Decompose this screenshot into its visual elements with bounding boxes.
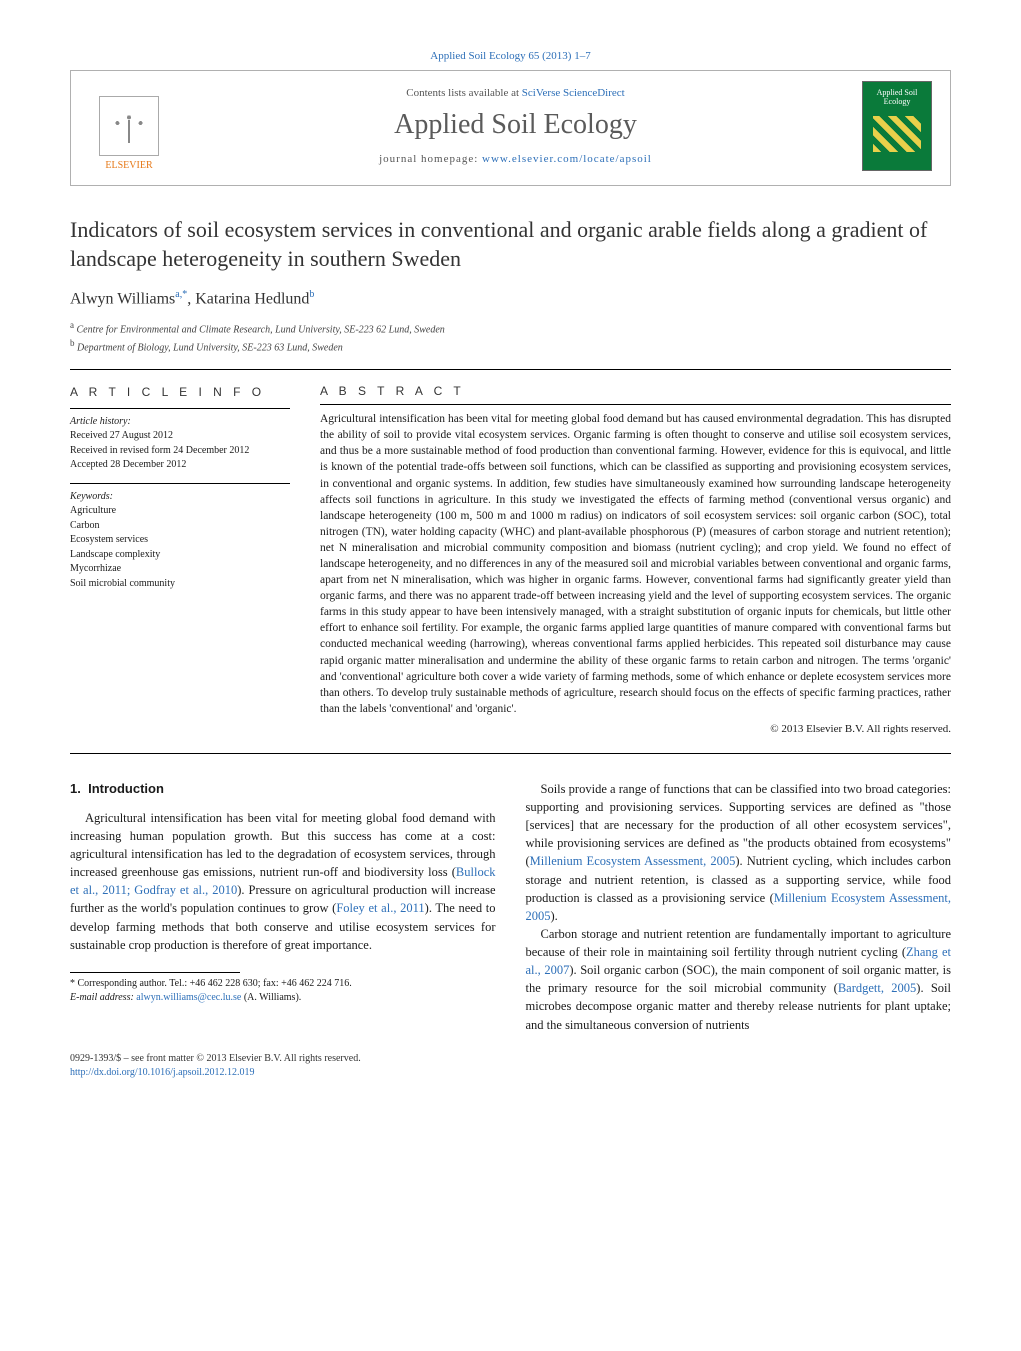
info-subrule-1	[70, 408, 290, 409]
p2-c: ).	[551, 909, 558, 923]
keyword: Agriculture	[70, 504, 290, 519]
keywords-list: Agriculture Carbon Ecosystem services La…	[70, 504, 290, 591]
rule-bottom	[70, 753, 951, 754]
affil-b: Department of Biology, Lund University, …	[77, 342, 343, 353]
info-subrule-2	[70, 483, 290, 484]
email-suffix: (A. Williams).	[241, 992, 301, 1003]
email-label: E-mail address:	[70, 992, 134, 1003]
homepage-link[interactable]: www.elsevier.com/locate/apsoil	[482, 153, 652, 165]
citation-link[interactable]: Millenium Ecosystem Assessment, 2005	[530, 854, 736, 868]
body-columns: 1. Introduction Agricultural intensifica…	[70, 780, 951, 1034]
citation-link[interactable]: Bardgett, 2005	[838, 981, 916, 995]
page: Applied Soil Ecology 65 (2013) 1–7 ELSEV…	[0, 0, 1021, 1120]
cover-text: Applied Soil Ecology	[877, 88, 918, 106]
author-1: Alwyn Williams	[70, 291, 175, 308]
citation-link[interactable]: Foley et al., 2011	[336, 901, 424, 915]
keyword: Carbon	[70, 519, 290, 534]
journal-cover-thumb: Applied Soil Ecology	[862, 81, 932, 171]
authors: Alwyn Williamsa,*, Katarina Hedlundb	[70, 289, 951, 308]
doi-link[interactable]: http://dx.doi.org/10.1016/j.apsoil.2012.…	[70, 1067, 255, 1078]
section-title: Introduction	[88, 781, 164, 796]
corr-author: * Corresponding author. Tel.: +46 462 22…	[70, 977, 496, 991]
email-link[interactable]: alwyn.williams@cec.lu.se	[136, 992, 241, 1003]
info-heading: A R T I C L E I N F O	[70, 384, 290, 401]
abstract: A B S T R A C T Agricultural intensifica…	[320, 374, 951, 735]
p1-a: Agricultural intensification has been vi…	[70, 811, 496, 879]
affiliations: a Centre for Environmental and Climate R…	[70, 319, 951, 356]
homepage-prefix: journal homepage:	[379, 153, 482, 165]
abstract-copyright: © 2013 Elsevier B.V. All rights reserved…	[320, 723, 951, 735]
author-2: Katarina Hedlund	[195, 291, 309, 308]
keyword: Ecosystem services	[70, 533, 290, 548]
keywords-label: Keywords:	[70, 490, 290, 505]
article-info: A R T I C L E I N F O Article history: R…	[70, 374, 290, 735]
history-revised: Received in revised form 24 December 201…	[70, 444, 290, 459]
footnote-block: * Corresponding author. Tel.: +46 462 22…	[70, 972, 496, 1005]
rule-top	[70, 369, 951, 370]
publisher-logo: ELSEVIER	[89, 81, 169, 171]
history-accepted: Accepted 28 December 2012	[70, 458, 290, 473]
abstract-heading: A B S T R A C T	[320, 384, 951, 398]
paragraph-3: Carbon storage and nutrient retention ar…	[526, 925, 952, 1034]
history-received: Received 27 August 2012	[70, 429, 290, 444]
section-num: 1.	[70, 781, 81, 796]
section-heading: 1. Introduction	[70, 780, 496, 799]
page-footer: 0929-1393/$ – see front matter © 2013 El…	[70, 1052, 951, 1080]
citation-line: Applied Soil Ecology 65 (2013) 1–7	[70, 50, 951, 62]
history-label: Article history:	[70, 415, 290, 430]
abstract-text: Agricultural intensification has been vi…	[320, 411, 951, 717]
keyword: Landscape complexity	[70, 548, 290, 563]
p3-a: Carbon storage and nutrient retention ar…	[526, 927, 952, 959]
abstract-subrule	[320, 404, 951, 405]
keyword: Soil microbial community	[70, 577, 290, 592]
header-inner: ELSEVIER Contents lists available at Sci…	[71, 81, 950, 171]
issn-line: 0929-1393/$ – see front matter © 2013 El…	[70, 1052, 951, 1066]
author-1-sup: a,*	[175, 289, 187, 300]
header-center: Contents lists available at SciVerse Sci…	[169, 87, 862, 165]
keyword: Mycorrhizae	[70, 562, 290, 577]
sciencedirect-link[interactable]: SciVerse ScienceDirect	[522, 87, 625, 99]
info-abstract-row: A R T I C L E I N F O Article history: R…	[70, 374, 951, 735]
footnote-rule	[70, 972, 240, 973]
publisher-name: ELSEVIER	[105, 160, 152, 171]
journal-name: Applied Soil Ecology	[169, 109, 862, 141]
contents-line: Contents lists available at SciVerse Sci…	[169, 87, 862, 99]
article-title: Indicators of soil ecosystem services in…	[70, 216, 951, 273]
paragraph-1: Agricultural intensification has been vi…	[70, 809, 496, 954]
contents-prefix: Contents lists available at	[406, 87, 521, 99]
homepage-line: journal homepage: www.elsevier.com/locat…	[169, 153, 862, 165]
affil-a: Centre for Environmental and Climate Res…	[77, 324, 445, 335]
author-2-sup: b	[309, 289, 314, 300]
paragraph-2: Soils provide a range of functions that …	[526, 780, 952, 925]
elsevier-tree-icon	[99, 96, 159, 156]
journal-header: ELSEVIER Contents lists available at Sci…	[70, 70, 951, 186]
corr-email-line: E-mail address: alwyn.williams@cec.lu.se…	[70, 991, 496, 1005]
